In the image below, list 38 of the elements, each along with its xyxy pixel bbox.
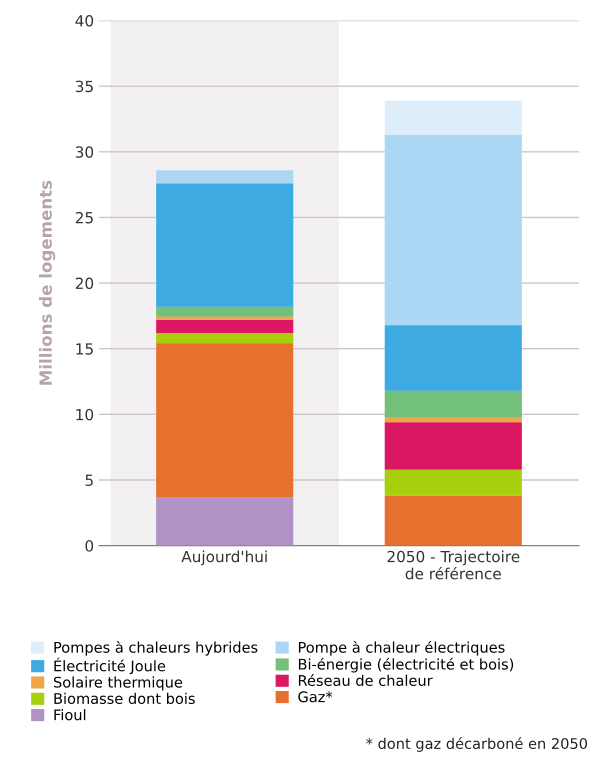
- bar: [384, 422, 522, 470]
- bar: [156, 320, 294, 333]
- legend-label: Bi-énergie (électricité et bois): [298, 658, 514, 673]
- legend-label: Solaire thermique: [54, 676, 182, 691]
- bar: [156, 497, 294, 546]
- y-tick-label: 0: [85, 540, 94, 552]
- bar: [156, 316, 294, 320]
- y-tick-label: 40: [75, 15, 94, 27]
- legend-label: Électricité Joule: [54, 658, 166, 674]
- y-tick-label: 5: [86, 474, 93, 486]
- bar: [156, 332, 294, 344]
- x-tick-label: Aujourd'hui: [181, 550, 267, 566]
- y-tick-label: 10: [76, 408, 94, 420]
- text: * dont gaz décarboné en 2050: [366, 737, 588, 752]
- y-tick-label: 30: [76, 146, 94, 158]
- legend-label: Biomasse dont bois: [54, 692, 195, 704]
- bar: [156, 306, 294, 317]
- y-tick-label: 35: [76, 80, 93, 92]
- bar: [156, 343, 294, 498]
- legend-label: Fioul: [54, 709, 86, 720]
- bar: [156, 183, 294, 307]
- x-tick-label: 2050 - Trajectoire de référence: [388, 550, 520, 580]
- bar: [384, 496, 522, 546]
- bar: [384, 325, 522, 391]
- bar: [384, 470, 522, 496]
- bar: [384, 416, 522, 422]
- legend-label: Gaz*: [298, 691, 332, 702]
- y-tick-label: 20: [76, 278, 94, 290]
- y-tick-label: 25: [76, 212, 93, 224]
- legend-label: Réseau de chaleur: [298, 674, 433, 686]
- y-tick-label: 15: [76, 343, 93, 355]
- bar: [156, 170, 294, 184]
- bar: [384, 390, 522, 417]
- y-axis-title: Millions de logements: [38, 180, 56, 385]
- legend-label: Pompes à chaleurs hybrides: [54, 640, 258, 656]
- legend-label: Pompe à chaleur électriques: [298, 640, 505, 656]
- bar: [384, 100, 522, 135]
- bar: [384, 134, 522, 326]
